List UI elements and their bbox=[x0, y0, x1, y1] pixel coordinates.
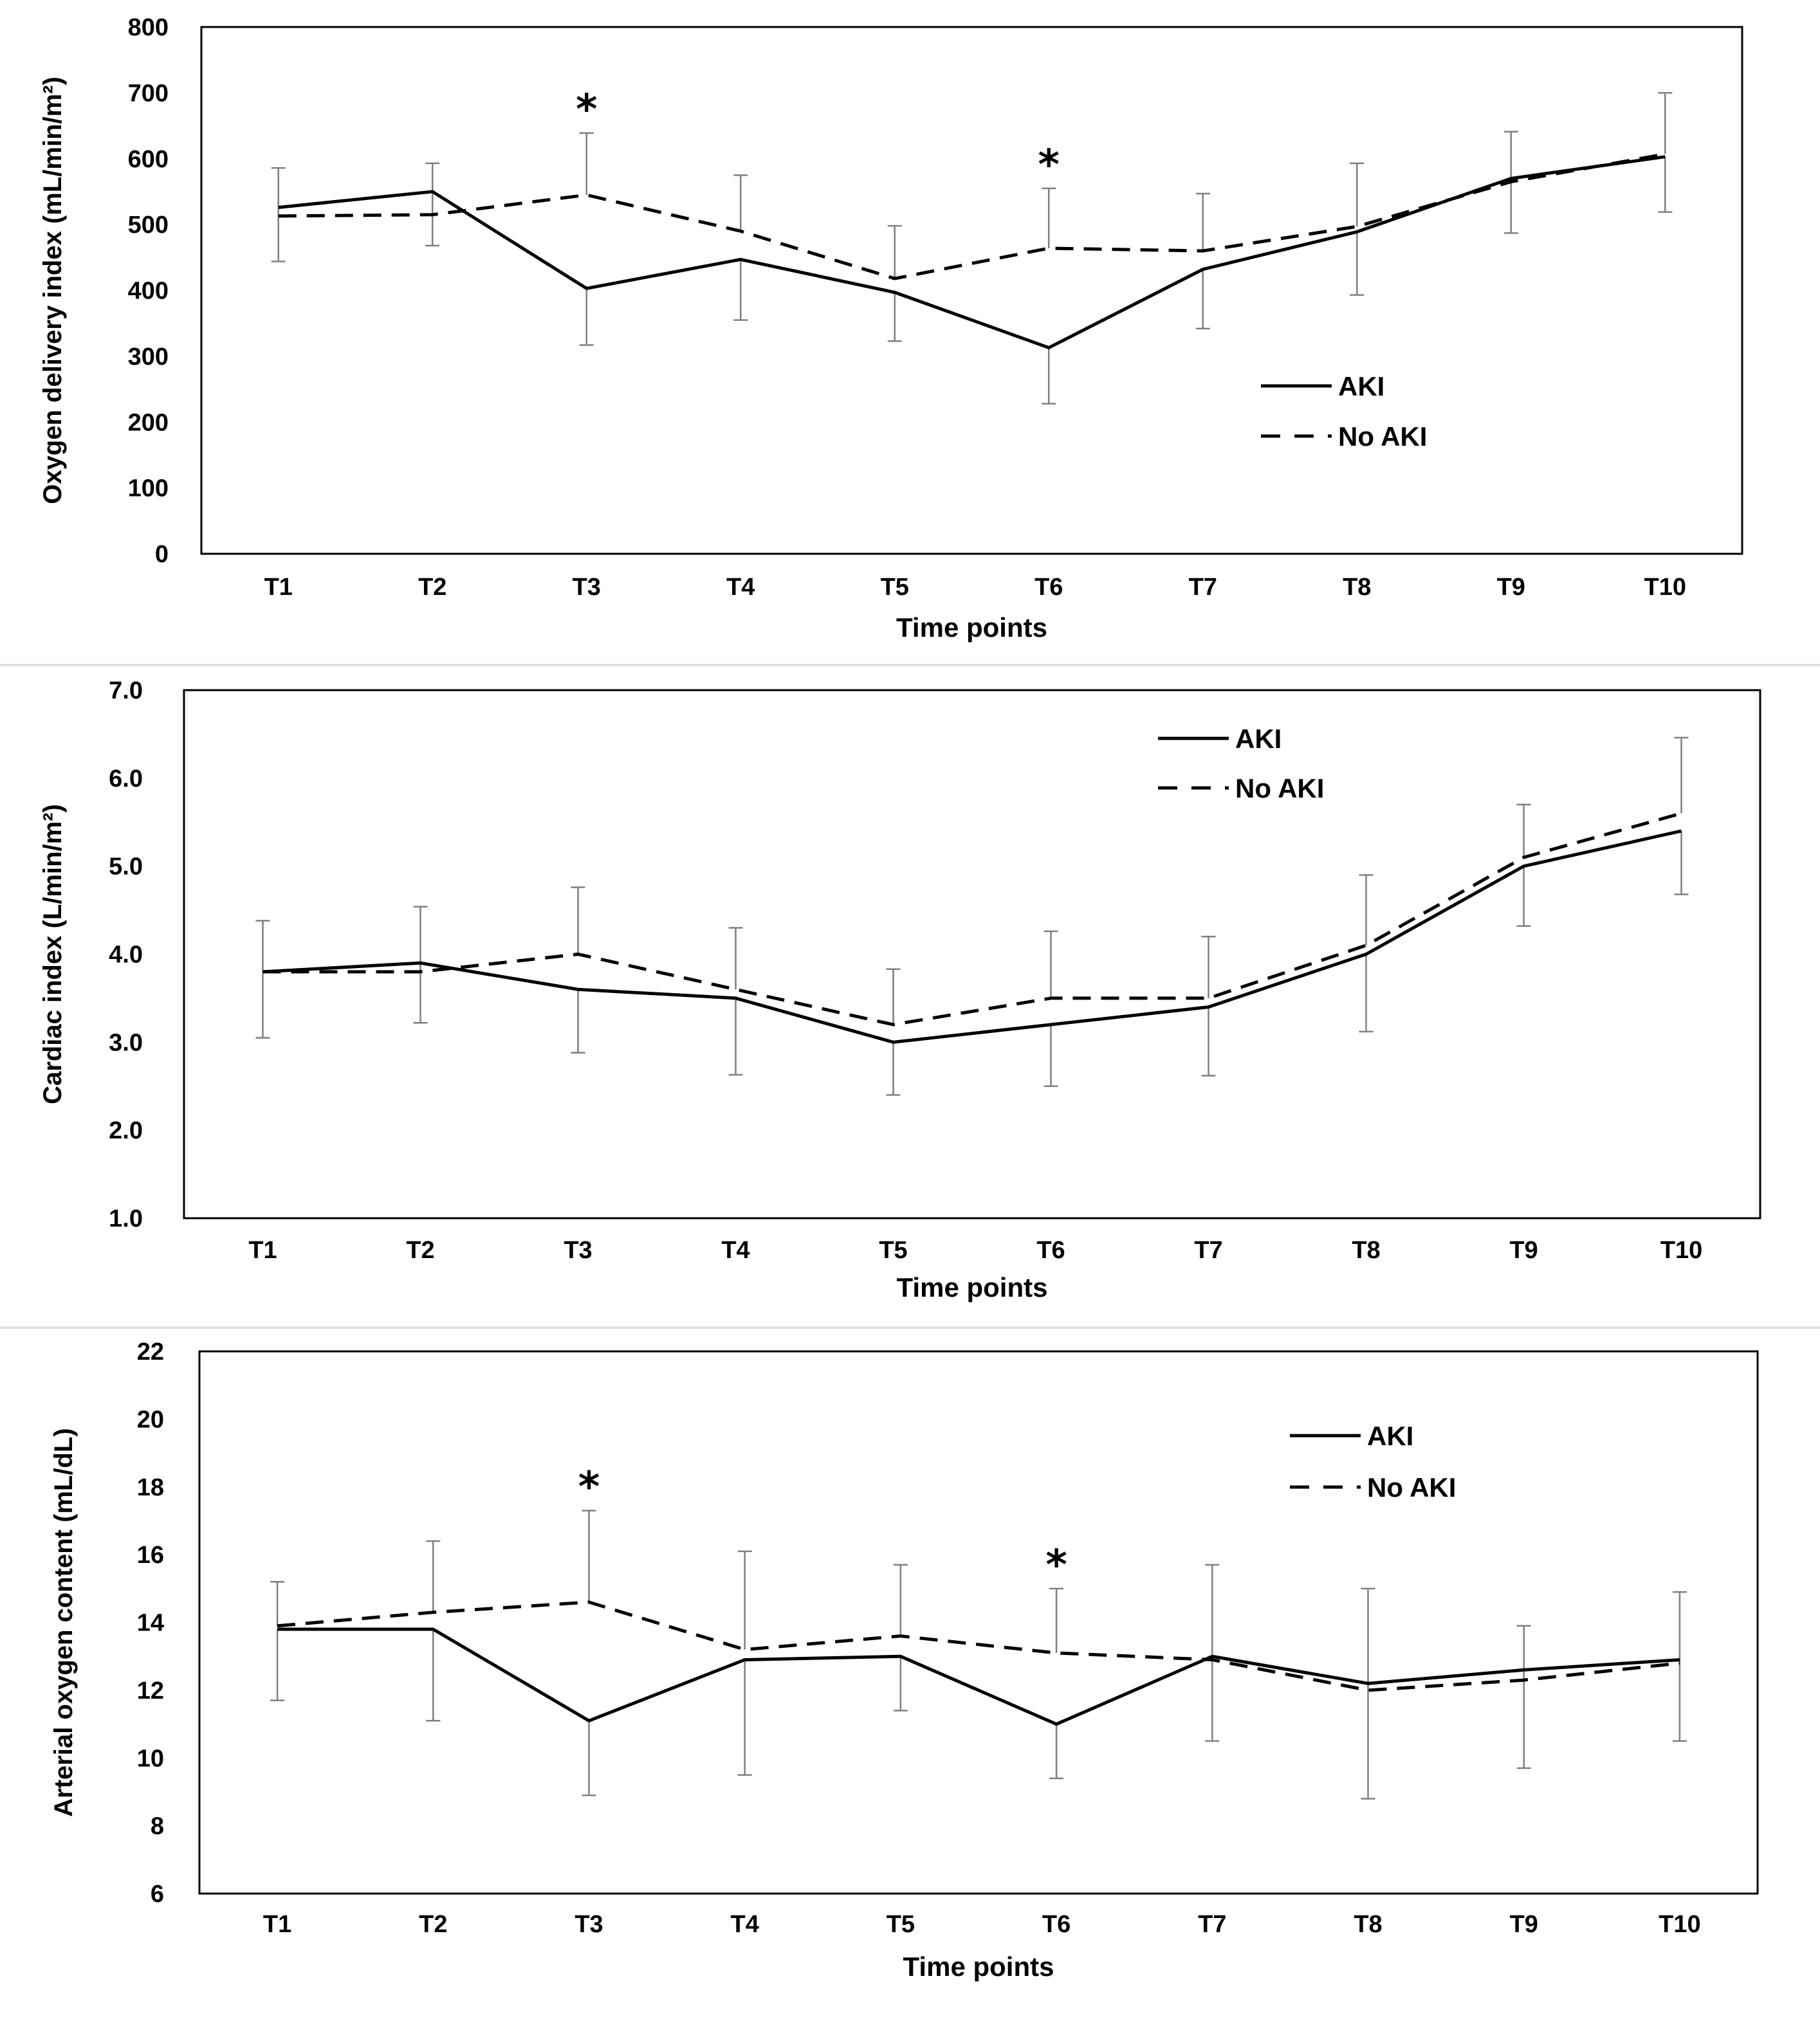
y-tick-label: 12 bbox=[137, 1677, 164, 1704]
significance-marker: * bbox=[576, 86, 597, 134]
significance-marker: * bbox=[1045, 1542, 1067, 1589]
x-tick-label: T10 bbox=[1660, 1237, 1702, 1264]
legend-label-no-aki: No AKI bbox=[1367, 1472, 1456, 1503]
y-tick-label: 5.0 bbox=[109, 854, 143, 881]
y-tick-label: 700 bbox=[128, 80, 169, 107]
y-tick-label: 18 bbox=[137, 1474, 164, 1501]
chart-panel-cardiac-index: 1.0 2.0 3.0 4.0 5.0 6.0 7.0 T1 T2 T3 T4 T5 T6 T7 T8 T9 T… bbox=[0, 666, 1820, 1329]
series-line-aki bbox=[277, 1627, 1680, 1726]
x-tick-label: T1 bbox=[248, 1237, 277, 1264]
chart-panel-oxygen-delivery: 0 100 200 300 400 500 600 700 800 T1 T2 T3 T4 T5 T6 T7 T… bbox=[0, 0, 1820, 666]
x-tick-label: T6 bbox=[1042, 1911, 1071, 1938]
x-tick-label: T5 bbox=[881, 574, 909, 601]
plot-area-frame bbox=[183, 689, 1761, 1220]
y-tick-label: 300 bbox=[128, 343, 169, 370]
x-tick-label: T2 bbox=[418, 574, 446, 601]
y-tick-label: 500 bbox=[128, 212, 169, 239]
x-tick-label: T4 bbox=[721, 1237, 749, 1264]
y-tick-label: 16 bbox=[137, 1542, 164, 1569]
y-axis-title: Arterial oxygen content (mL/dL) bbox=[50, 1428, 78, 1817]
x-tick-label: T7 bbox=[1189, 574, 1217, 601]
x-tick-label: T1 bbox=[264, 574, 293, 601]
y-tick-label: 3.0 bbox=[109, 1029, 143, 1056]
chart-panel-arterial-oxygen: 6 8 10 12 14 16 18 20 22 T1 T2 T3 T4 T5 T6 T7 T8 T9 T10 Tim… bbox=[0, 1329, 1820, 2019]
x-tick-label: T1 bbox=[263, 1911, 291, 1938]
x-tick-label: T7 bbox=[1198, 1911, 1226, 1938]
x-tick-label: T2 bbox=[406, 1237, 434, 1264]
x-tick-label: T9 bbox=[1497, 574, 1525, 601]
y-tick-label: 2.0 bbox=[109, 1117, 143, 1144]
chart-oxygen-delivery: 0 100 200 300 400 500 600 700 800 T1 T2 T3 T4 T5 T6 T7 T… bbox=[39, 14, 1743, 643]
y-tick-label: 20 bbox=[137, 1406, 164, 1433]
y-tick-label: 200 bbox=[128, 409, 169, 436]
significance-marker: * bbox=[578, 1464, 600, 1512]
x-tick-label: T8 bbox=[1354, 1911, 1382, 1938]
y-tick-label: 800 bbox=[128, 14, 169, 41]
plot-area-frame bbox=[200, 26, 1743, 555]
y-tick-label: 6.0 bbox=[109, 765, 143, 792]
chart-arterial-oxygen-content: 6 8 10 12 14 16 18 20 22 T1 T2 T3 T4 T5 T6 T7 T8 T9 T10 Tim… bbox=[50, 1338, 1759, 1982]
legend-label-aki: AKI bbox=[1367, 1421, 1413, 1451]
x-tick-label: T4 bbox=[726, 574, 755, 601]
x-tick-label: T6 bbox=[1036, 1237, 1065, 1264]
x-tick-label: T3 bbox=[573, 574, 601, 601]
y-axis-title: Oxygen delivery index (mL/min/m²) bbox=[39, 77, 67, 504]
legend-label-aki: AKI bbox=[1338, 371, 1384, 401]
x-tick-label: T8 bbox=[1343, 574, 1371, 601]
x-axis-title: Time points bbox=[896, 612, 1047, 643]
y-tick-label: 600 bbox=[128, 146, 169, 173]
y-tick-label: 0 bbox=[155, 541, 169, 568]
y-tick-label: 400 bbox=[128, 278, 169, 305]
x-tick-label: T5 bbox=[879, 1237, 907, 1264]
x-axis-title: Time points bbox=[903, 1951, 1054, 1982]
x-tick-label: T3 bbox=[564, 1237, 592, 1264]
legend-label-aki: AKI bbox=[1235, 724, 1282, 754]
y-tick-label: 4.0 bbox=[109, 942, 143, 969]
series-line-no-aki bbox=[278, 152, 1666, 280]
y-axis-title: Cardiac index (L/min/m²) bbox=[39, 804, 67, 1104]
y-tick-label: 10 bbox=[137, 1745, 164, 1772]
legend-label-no-aki: No AKI bbox=[1338, 421, 1427, 452]
x-tick-label: T5 bbox=[887, 1911, 915, 1938]
series-line-aki bbox=[278, 155, 1666, 350]
y-tick-label: 22 bbox=[137, 1338, 164, 1366]
legend-label-no-aki: No AKI bbox=[1235, 773, 1324, 803]
y-tick-label: 7.0 bbox=[109, 677, 143, 704]
chart-cardiac-index: 1.0 2.0 3.0 4.0 5.0 6.0 7.0 T1 T2 T3 T4 T5 T6 T7 T8 T9 T… bbox=[39, 677, 1761, 1302]
x-tick-label: T9 bbox=[1509, 1237, 1538, 1264]
x-tick-label: T3 bbox=[574, 1911, 603, 1938]
significance-marker: * bbox=[1038, 142, 1060, 189]
y-tick-label: 6 bbox=[151, 1881, 164, 1908]
series-line-aki bbox=[262, 829, 1682, 1044]
x-tick-label: T2 bbox=[419, 1911, 447, 1938]
x-tick-label: T10 bbox=[1644, 574, 1686, 601]
series-line-no-aki bbox=[262, 812, 1682, 1027]
y-tick-label: 8 bbox=[151, 1813, 164, 1840]
x-tick-label: T10 bbox=[1659, 1911, 1700, 1938]
x-tick-label: T9 bbox=[1510, 1911, 1538, 1938]
y-tick-label: 100 bbox=[128, 475, 169, 502]
x-tick-label: T7 bbox=[1194, 1237, 1222, 1264]
series-line-no-aki bbox=[277, 1600, 1680, 1692]
x-tick-label: T6 bbox=[1034, 574, 1063, 601]
x-axis-title: Time points bbox=[897, 1272, 1048, 1302]
plot-area-frame bbox=[198, 1350, 1759, 1895]
x-tick-label: T4 bbox=[731, 1911, 759, 1938]
y-tick-label: 1.0 bbox=[109, 1205, 143, 1232]
y-tick-label: 14 bbox=[137, 1610, 164, 1637]
x-tick-label: T8 bbox=[1352, 1237, 1380, 1264]
